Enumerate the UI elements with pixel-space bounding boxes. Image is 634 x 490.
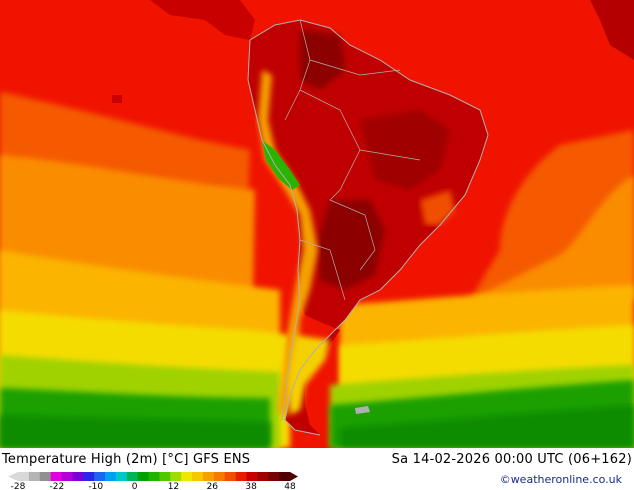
- patagonia-cool: [288, 335, 330, 415]
- legend-ticks: -28 -22 -10 0 12 26 38 48: [11, 482, 296, 490]
- west-africa-land: [590, 0, 634, 60]
- legend-swatch: [202, 472, 215, 481]
- legend-swatch: [83, 472, 95, 481]
- legend-swatches: [8, 472, 298, 481]
- legend-arrow-left: [8, 472, 18, 481]
- ocean-band-deep-green: [0, 405, 634, 448]
- legend-swatch: [224, 472, 236, 481]
- legend-swatch: [170, 472, 182, 481]
- legend-tick-label: -10: [88, 482, 103, 490]
- legend-swatch: [28, 472, 41, 481]
- coastline-west: [247, 39, 301, 421]
- central-america-land: [150, 0, 255, 40]
- legend-tick-label: 26: [207, 482, 219, 490]
- run-label: Sa 14-02-2026 00:00 UTC (06+162): [391, 452, 632, 467]
- falklands-island: [355, 406, 370, 414]
- legend-swatch: [50, 472, 62, 481]
- legend-tick-label: 38: [245, 482, 257, 490]
- country-borders: [284, 19, 421, 301]
- legend-swatch: [18, 472, 30, 481]
- legend-tick-label: -28: [11, 482, 26, 490]
- legend-swatch: [257, 472, 269, 481]
- legend-swatch: [61, 472, 73, 481]
- legend-swatch: [115, 472, 128, 481]
- legend-swatch: [159, 472, 171, 481]
- legend-tick-label: 48: [284, 482, 296, 490]
- legend-swatch: [192, 472, 204, 481]
- legend-arrow-right: [290, 472, 298, 481]
- legend-tick-label: 0: [132, 482, 138, 490]
- legend-swatch: [105, 472, 117, 481]
- galapagos-island: [112, 95, 122, 103]
- legend-swatch: [213, 472, 226, 481]
- legend-swatch: [181, 472, 193, 481]
- brazil-east-warm: [420, 190, 455, 225]
- legend-swatch: [246, 472, 258, 481]
- legend-swatch: [39, 472, 52, 481]
- interior-hot-core: [300, 30, 385, 290]
- color-legend: -28 -22 -10 0 12 26 38 48: [8, 472, 298, 490]
- legend-swatch: [148, 472, 160, 481]
- andes-green-patch: [262, 140, 300, 190]
- legend-swatch: [126, 472, 139, 481]
- legend-swatch: [268, 472, 280, 481]
- credit-link[interactable]: ©weatheronline.co.uk: [499, 473, 622, 486]
- map-title: Temperature High (2m) [°C] GFS ENS: [2, 452, 251, 467]
- legend-swatch: [72, 472, 84, 481]
- legend-swatch: [235, 472, 247, 481]
- coastline: [249, 19, 489, 436]
- brazil-hot-core: [360, 110, 450, 190]
- temperature-map: [0, 0, 634, 448]
- legend-tick-label: 12: [168, 482, 179, 490]
- legend-swatch: [94, 472, 106, 481]
- map-footer: Temperature High (2m) [°C] GFS ENS Sa 14…: [0, 448, 634, 490]
- legend-swatch: [137, 472, 149, 481]
- legend-swatch: [279, 472, 291, 481]
- legend-tick-label: -22: [50, 482, 65, 490]
